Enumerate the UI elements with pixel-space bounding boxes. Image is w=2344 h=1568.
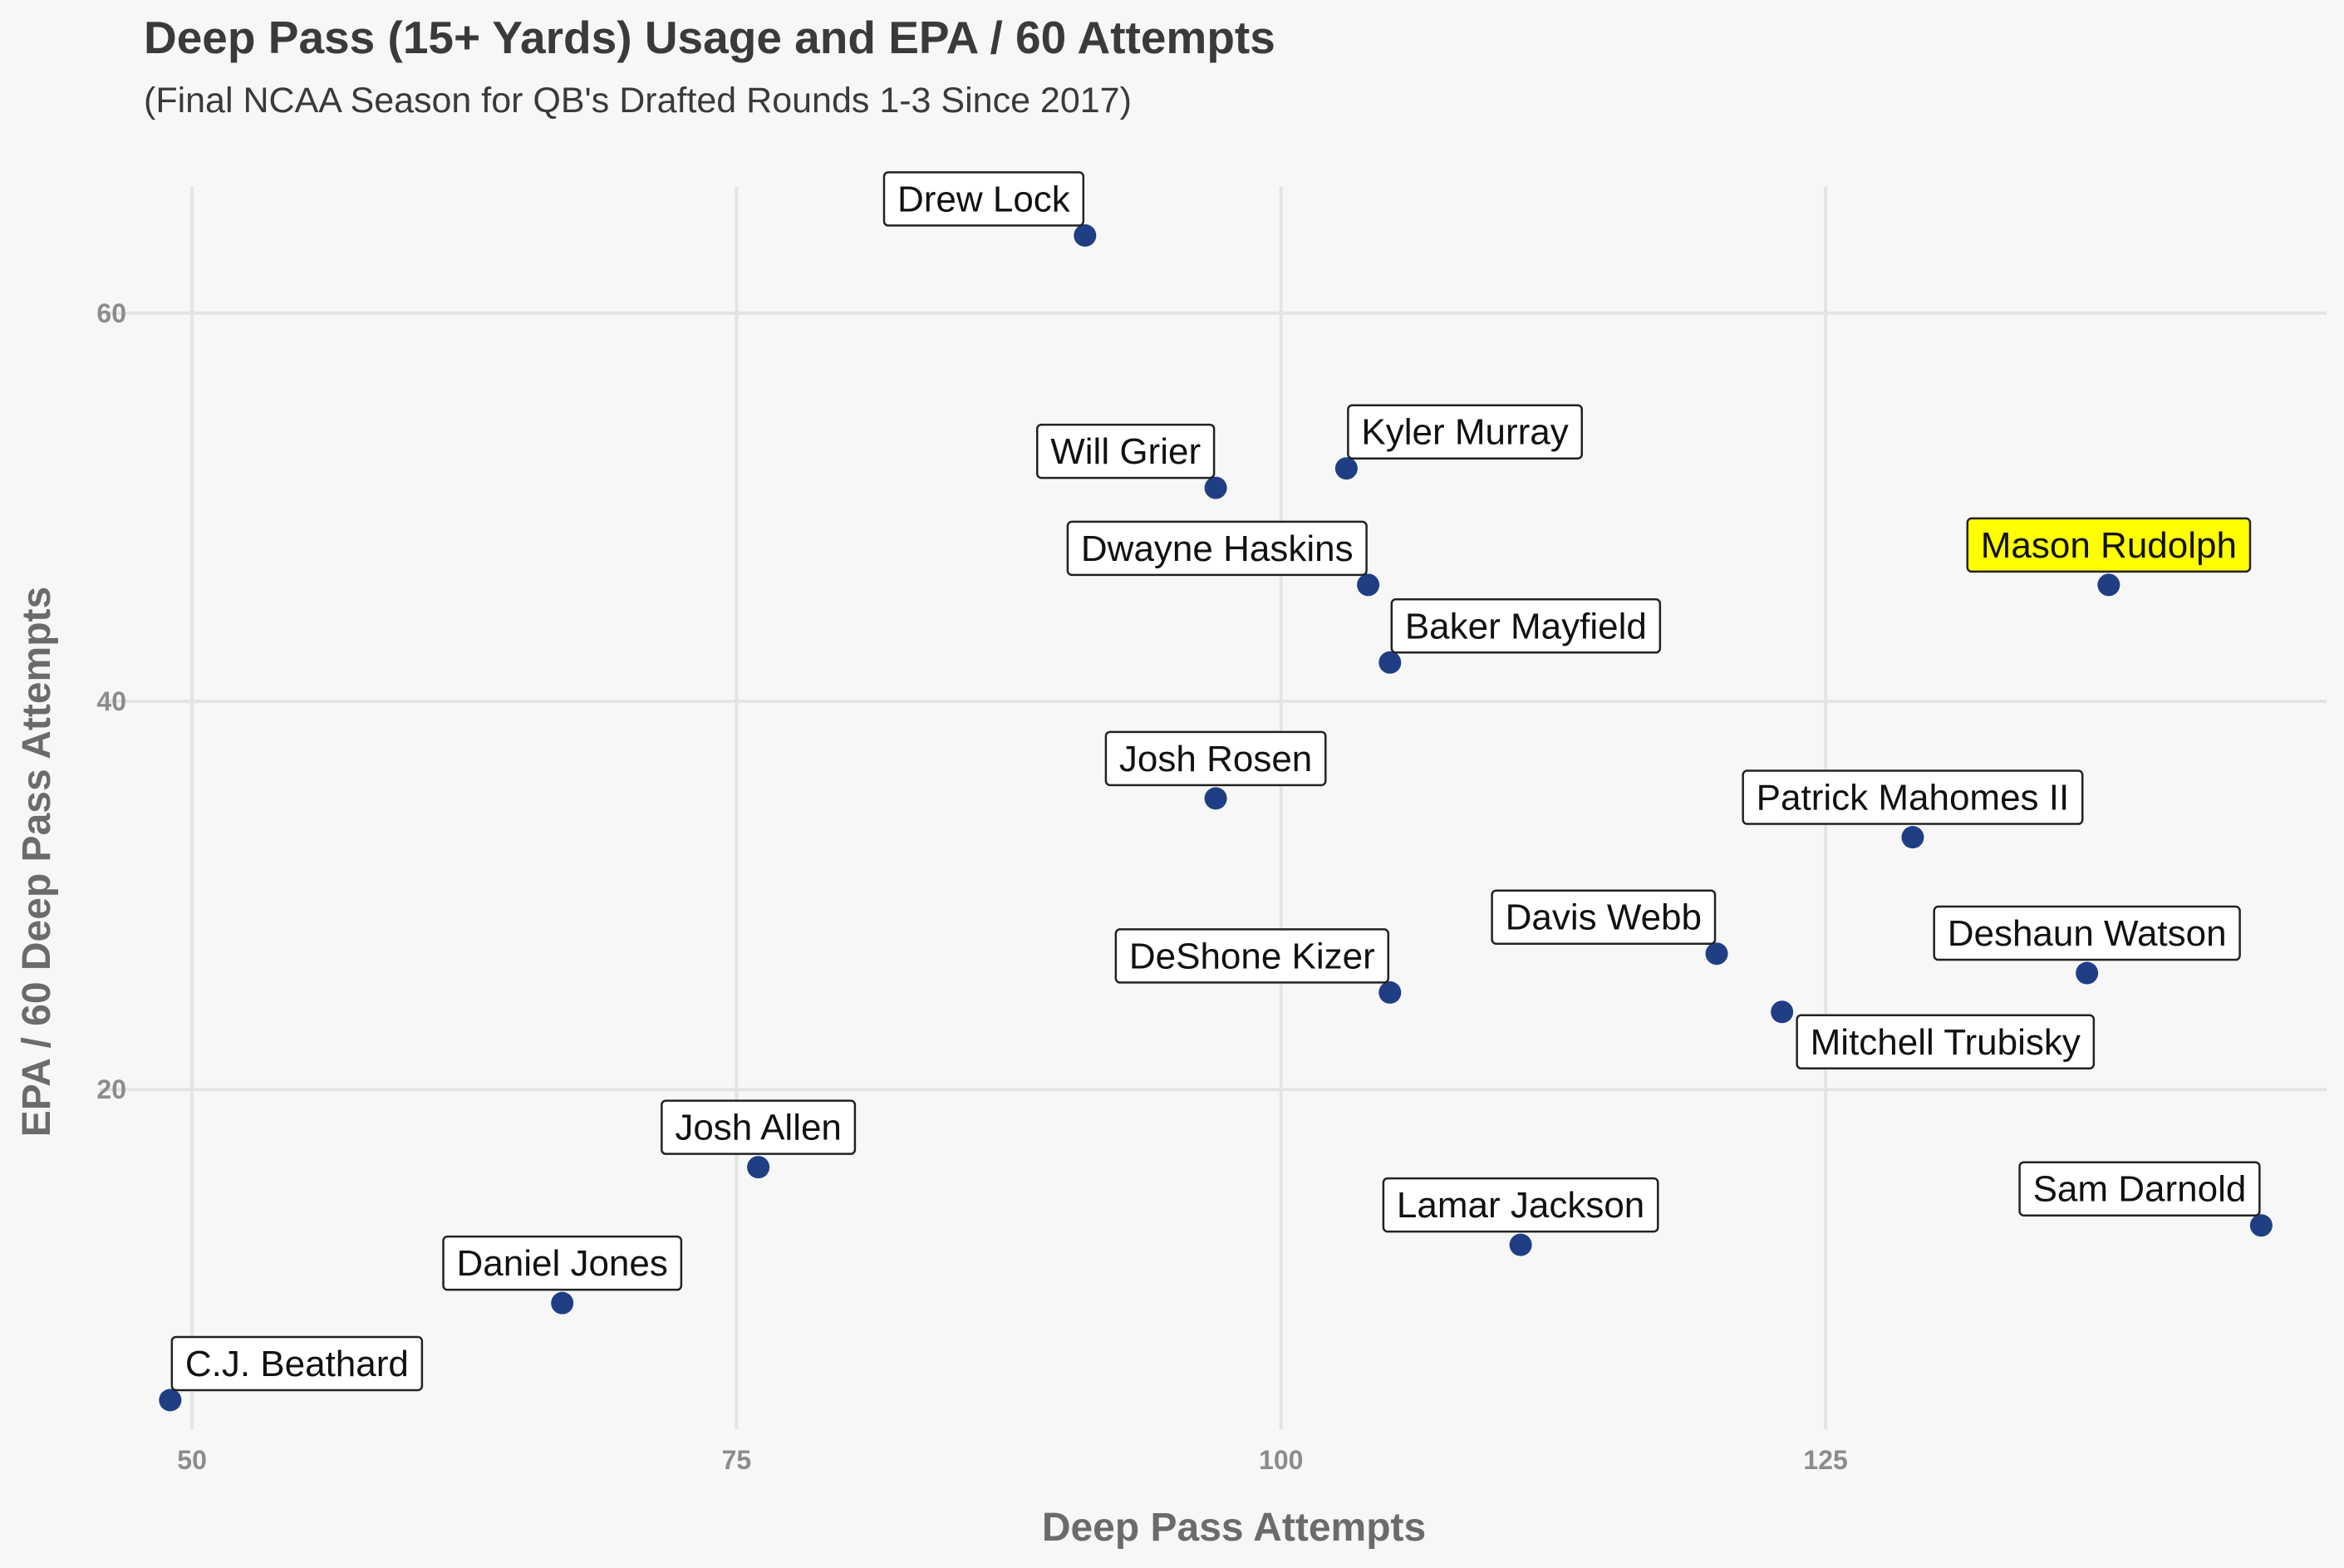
data-point <box>1705 942 1728 966</box>
label-box <box>1382 1177 1659 1233</box>
point-label-text: Patrick Mahomes II <box>1757 778 2070 818</box>
data-point <box>1204 476 1227 499</box>
point-label: C.J. Beathard <box>170 1335 424 1392</box>
highlighted-label-box <box>1966 517 2252 573</box>
label-box <box>1347 404 1584 460</box>
point-label: Mitchell Trubisky <box>1796 1014 2096 1070</box>
label-box <box>1491 889 1717 945</box>
point-label: Will Grier <box>1035 423 1216 479</box>
y-tick-label: 40 <box>96 686 126 716</box>
data-point <box>1334 457 1358 480</box>
point-label-text: Baker Mayfield <box>1405 606 1647 646</box>
data-point <box>1509 1233 1532 1256</box>
point-label-text: Mitchell Trubisky <box>1811 1022 2081 1063</box>
y-axis-title: EPA / 60 Deep Pass Attempts <box>15 587 59 1137</box>
point-label-text: Daniel Jones <box>457 1243 668 1284</box>
chart-subtitle: (Final NCAA Season for QB's Drafted Roun… <box>144 81 1132 120</box>
data-point <box>2076 961 2099 985</box>
label-box <box>1114 928 1390 984</box>
point-label: Sam Darnold <box>2018 1161 2261 1217</box>
point-label: Drew Lock <box>882 171 1085 227</box>
label-box <box>1796 1014 2096 1070</box>
data-point <box>2097 573 2120 597</box>
label-box <box>1742 769 2084 825</box>
point-labels: Drew Lock Kyler Murray Will Grier Dwayne Ha… <box>170 171 2261 1392</box>
data-point <box>1901 826 1924 849</box>
point-label: Kyler Murray <box>1347 404 1584 460</box>
x-tick-label: 75 <box>722 1445 752 1475</box>
y-tick-label: 20 <box>96 1074 126 1104</box>
x-tick-label: 50 <box>177 1445 207 1475</box>
point-label-text: Josh Allen <box>675 1108 842 1148</box>
data-point <box>551 1291 574 1315</box>
label-box <box>2018 1161 2261 1217</box>
label-box <box>1933 905 2241 961</box>
point-label: Daniel Jones <box>442 1235 683 1291</box>
point-label-text: Davis Webb <box>1506 897 1702 938</box>
data-point <box>747 1156 770 1179</box>
point-label-text: Lamar Jackson <box>1397 1185 1644 1226</box>
x-axis-title: Deep Pass Attempts <box>1042 1506 1426 1550</box>
point-label: Baker Mayfield <box>1390 598 1662 654</box>
point-label-text: DeShone Kizer <box>1129 936 1375 976</box>
data-point <box>1378 981 1402 1004</box>
data-point <box>1074 224 1097 247</box>
point-label: Patrick Mahomes II <box>1742 769 2084 825</box>
point-label: Josh Rosen <box>1104 730 1327 787</box>
point-label: Davis Webb <box>1491 889 1717 945</box>
point-label: Mason Rudolph <box>1966 517 2252 573</box>
label-box <box>1104 730 1327 787</box>
data-point <box>1357 573 1380 597</box>
data-point <box>1378 651 1402 674</box>
point-label-text: Dwayne Haskins <box>1081 528 1354 569</box>
point-label-text: Deshaun Watson <box>1948 913 2227 954</box>
point-label: Deshaun Watson <box>1933 905 2241 961</box>
point-label-text: Sam Darnold <box>2033 1169 2247 1210</box>
label-box <box>1066 520 1368 577</box>
y-tick-label: 60 <box>96 298 126 328</box>
data-points <box>159 224 2273 1412</box>
grid-lines <box>100 187 2327 1429</box>
data-point <box>1771 1000 1794 1024</box>
point-label: Lamar Jackson <box>1382 1177 1659 1233</box>
point-label-text: C.J. Beathard <box>185 1344 409 1384</box>
x-tick-label: 100 <box>1259 1445 1303 1475</box>
x-tick-label: 125 <box>1803 1445 1847 1475</box>
label-box <box>442 1235 683 1291</box>
point-label: Dwayne Haskins <box>1066 520 1368 577</box>
point-label-text: Mason Rudolph <box>1981 525 2237 566</box>
point-label: Josh Allen <box>661 1099 857 1155</box>
label-box <box>170 1335 424 1392</box>
data-point <box>1204 787 1227 810</box>
axis-tick-labels: 50 75 100 125 20 40 60 <box>96 298 1847 1475</box>
data-point <box>159 1389 182 1412</box>
point-label-text: Josh Rosen <box>1119 739 1312 779</box>
point-label-text: Kyler Murray <box>1361 412 1568 453</box>
label-box <box>882 171 1085 227</box>
point-label-text: Drew Lock <box>897 179 1071 219</box>
label-box <box>661 1099 857 1155</box>
label-box <box>1035 423 1216 479</box>
chart-title: Deep Pass (15+ Yards) Usage and EPA / 60… <box>144 12 1275 63</box>
point-label: DeShone Kizer <box>1114 928 1390 984</box>
point-label-text: Will Grier <box>1050 431 1201 472</box>
label-box <box>1390 598 1662 654</box>
data-point <box>2249 1214 2273 1237</box>
